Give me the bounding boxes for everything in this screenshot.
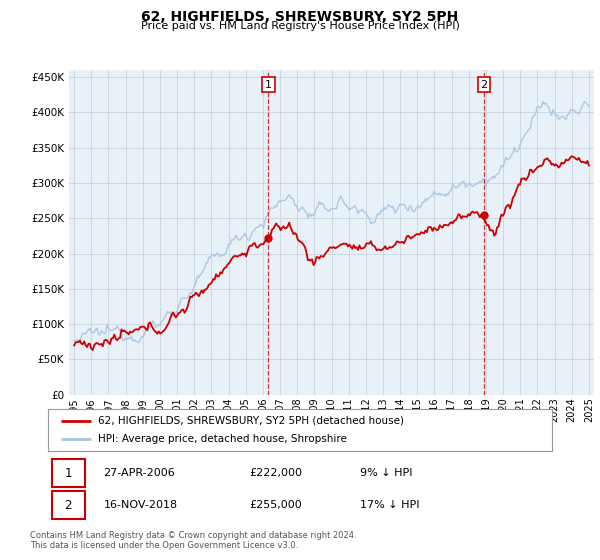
Text: 2: 2: [64, 498, 72, 512]
Text: 62, HIGHFIELDS, SHREWSBURY, SY2 5PH (detached house): 62, HIGHFIELDS, SHREWSBURY, SY2 5PH (det…: [98, 416, 404, 426]
Text: 16-NOV-2018: 16-NOV-2018: [103, 500, 178, 510]
FancyBboxPatch shape: [52, 459, 85, 487]
Text: HPI: Average price, detached house, Shropshire: HPI: Average price, detached house, Shro…: [98, 434, 347, 444]
Text: 9% ↓ HPI: 9% ↓ HPI: [361, 468, 413, 478]
Text: 2: 2: [480, 80, 487, 90]
Text: 1: 1: [64, 466, 72, 480]
Text: £222,000: £222,000: [250, 468, 302, 478]
Text: Contains HM Land Registry data © Crown copyright and database right 2024.
This d: Contains HM Land Registry data © Crown c…: [30, 531, 356, 550]
Text: 27-APR-2006: 27-APR-2006: [103, 468, 175, 478]
Text: 62, HIGHFIELDS, SHREWSBURY, SY2 5PH: 62, HIGHFIELDS, SHREWSBURY, SY2 5PH: [142, 10, 458, 24]
Text: £255,000: £255,000: [250, 500, 302, 510]
FancyBboxPatch shape: [52, 491, 85, 519]
Text: Price paid vs. HM Land Registry's House Price Index (HPI): Price paid vs. HM Land Registry's House …: [140, 21, 460, 31]
Text: 1: 1: [265, 80, 272, 90]
Text: 17% ↓ HPI: 17% ↓ HPI: [361, 500, 420, 510]
